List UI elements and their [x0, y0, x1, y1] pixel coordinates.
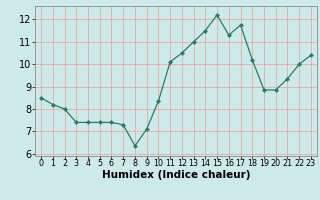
X-axis label: Humidex (Indice chaleur): Humidex (Indice chaleur) — [102, 170, 250, 180]
